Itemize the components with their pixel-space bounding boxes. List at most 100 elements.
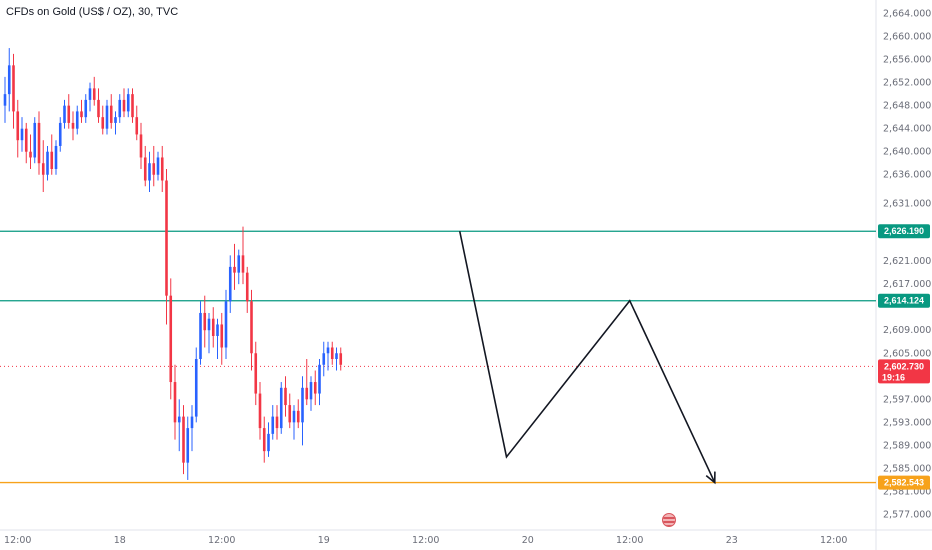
time-tick-label: 12:00 [412, 535, 439, 546]
candle-body[interactable] [326, 347, 330, 354]
candle-body[interactable] [313, 382, 317, 394]
candle-body[interactable] [71, 122, 75, 129]
candle-body[interactable] [241, 255, 245, 273]
candle-body[interactable] [109, 105, 113, 123]
candle-body[interactable] [54, 145, 58, 169]
candle-body[interactable] [152, 163, 156, 175]
candle-body[interactable] [296, 410, 300, 423]
price-tick-label: 2,660.000 [883, 32, 931, 43]
candle-body[interactable] [80, 111, 83, 118]
candle-body[interactable] [118, 99, 122, 118]
chart-title: CFDs on Gold (US$ / OZ), 30, TVC [6, 6, 179, 18]
candle-body[interactable] [254, 353, 258, 394]
candle-body[interactable] [16, 111, 20, 141]
candle-body[interactable] [177, 416, 181, 423]
candle-body[interactable] [20, 128, 24, 141]
candle-body[interactable] [292, 410, 296, 423]
candle-body[interactable] [88, 88, 92, 100]
candle-body[interactable] [237, 255, 241, 273]
candle-body[interactable] [250, 301, 253, 354]
price-tick-label: 2,656.000 [883, 55, 931, 66]
candle-body[interactable] [24, 128, 28, 152]
candle-body[interactable] [160, 157, 164, 181]
price-tick-label: 2,648.000 [883, 101, 931, 112]
candle-body[interactable] [267, 433, 270, 452]
candle-body[interactable] [194, 359, 198, 417]
level-price-label: 2,614.124 [884, 296, 924, 306]
candle-body[interactable] [335, 353, 338, 360]
price-tick-label: 2,597.000 [883, 394, 931, 405]
candle-body[interactable] [318, 364, 321, 394]
candle-body[interactable] [173, 382, 177, 423]
candle-body[interactable] [309, 382, 313, 400]
candle-body[interactable] [224, 301, 228, 348]
price-tick-label: 2,636.000 [883, 170, 931, 181]
candle-body[interactable] [207, 318, 211, 331]
candle-body[interactable] [131, 94, 134, 118]
time-tick-label: 12:00 [820, 535, 847, 546]
price-tick-label: 2,577.000 [883, 509, 931, 520]
candle-body[interactable] [186, 428, 190, 463]
candle-body[interactable] [29, 151, 32, 158]
time-tick-label: 19 [318, 535, 330, 546]
candle-body[interactable] [301, 387, 304, 423]
candle-body[interactable] [41, 163, 45, 175]
candle-body[interactable] [284, 387, 287, 406]
candle-body[interactable] [203, 312, 207, 331]
candle-body[interactable] [75, 111, 79, 129]
candle-body[interactable] [101, 117, 105, 129]
candle-body[interactable] [330, 347, 334, 360]
candle-body[interactable] [216, 324, 219, 336]
candle-body[interactable] [220, 324, 224, 348]
candle-body[interactable] [245, 272, 249, 302]
candle-body[interactable] [339, 353, 343, 365]
level-price-label: 2,626.190 [884, 226, 924, 236]
us-flag-icon[interactable] [662, 513, 676, 527]
candle-body[interactable] [190, 416, 194, 429]
candle-body[interactable] [92, 88, 96, 100]
candle-body[interactable] [148, 163, 151, 181]
candle-body[interactable] [169, 295, 173, 383]
candle-body[interactable] [58, 122, 62, 146]
candle-body[interactable] [279, 387, 283, 429]
candle-body[interactable] [114, 117, 117, 123]
candle-body[interactable] [288, 405, 292, 423]
candle-body[interactable] [12, 65, 15, 112]
candle-body[interactable] [271, 416, 275, 434]
candle-body[interactable] [258, 393, 262, 429]
candle-body[interactable] [63, 105, 66, 123]
candle-body[interactable] [46, 151, 49, 175]
candle-body[interactable] [135, 117, 139, 135]
projection-path[interactable] [458, 231, 716, 483]
candle-body[interactable] [143, 157, 147, 181]
candle-body[interactable] [139, 134, 143, 158]
candle-body[interactable] [156, 157, 160, 175]
candle-body[interactable] [305, 387, 309, 400]
candle-body[interactable] [211, 318, 215, 336]
current-price-label: 2,602.730 [884, 361, 924, 371]
candle-body[interactable] [126, 94, 130, 112]
candle-body[interactable] [7, 65, 11, 95]
candle-body[interactable] [182, 416, 185, 463]
price-tick-label: 2,617.000 [883, 279, 931, 290]
candle-body[interactable] [67, 105, 71, 123]
candle-body[interactable] [105, 105, 109, 129]
price-tick-label: 2,664.000 [883, 9, 931, 20]
candle-body[interactable] [3, 94, 7, 106]
candle-body[interactable] [199, 312, 202, 360]
price-tick-label: 2,585.000 [883, 463, 931, 474]
candle-body[interactable] [37, 122, 41, 164]
level-price-tag [878, 475, 930, 490]
candle-body[interactable] [33, 122, 37, 158]
candle-body[interactable] [322, 353, 326, 365]
candle-body[interactable] [122, 99, 126, 112]
candle-body[interactable] [84, 99, 88, 118]
candle-body[interactable] [233, 266, 236, 273]
candle-body[interactable] [97, 99, 100, 118]
candle-body[interactable] [262, 428, 266, 452]
candle-body[interactable] [228, 266, 232, 302]
candle-body[interactable] [50, 151, 54, 169]
candle-body[interactable] [165, 180, 168, 296]
candle-body[interactable] [275, 416, 279, 429]
